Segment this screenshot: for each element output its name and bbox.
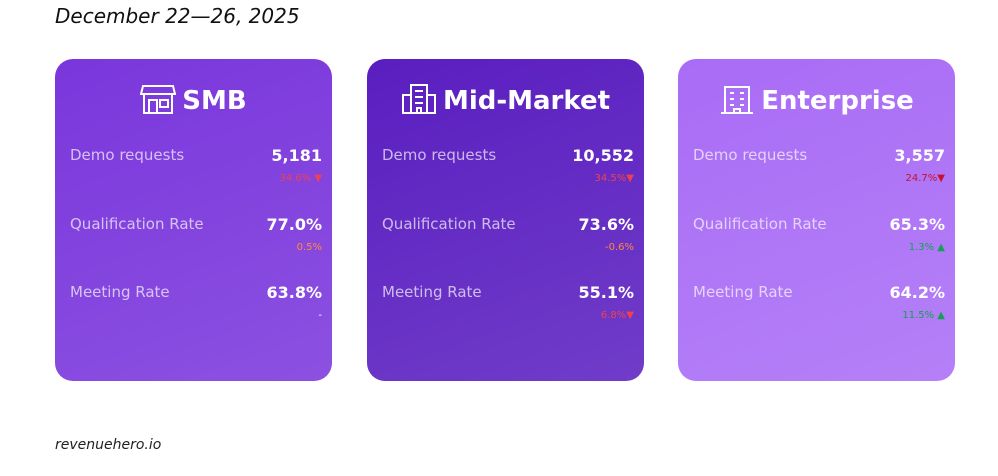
metric-change: 11.5% ▲ <box>902 310 945 321</box>
store-icon <box>140 85 177 114</box>
metric-change: -0.6% <box>604 241 634 253</box>
footer: revenuehero.io <box>55 437 162 453</box>
enterprise-icon <box>721 86 754 114</box>
card-heading: Enterprise <box>678 83 955 116</box>
card-heading: SMB <box>55 83 332 116</box>
metric-value: 5,181 <box>271 146 322 165</box>
metric-change: 6.8%▼ <box>600 310 634 321</box>
date-title: December 22—26, 2025 <box>55 4 300 28</box>
metric-label: Qualification Rate <box>70 214 204 233</box>
metric-label: Demo requests <box>70 146 185 164</box>
metric-change: 0.5% <box>296 241 322 253</box>
card-title: Enterprise <box>761 86 914 116</box>
metric-label: Meeting Rate <box>693 283 793 301</box>
metric-change: 24.7%▼ <box>905 173 945 184</box>
metric-value: 73.6% <box>578 214 634 234</box>
metric-value: 65.3% <box>889 214 945 234</box>
segment-card: Mid-Market Demo requests 10,552 34.5%▼ Qual… <box>367 59 644 381</box>
metric-value: 77.0% <box>266 214 322 234</box>
metric-change: 34.5%▼ <box>594 173 634 184</box>
metric-change: 34.6% ▼ <box>279 173 322 184</box>
segment-card: SMB Demo requests 5,181 34.6% ▼ Qualificati… <box>55 59 332 381</box>
metric-value: 63.8% <box>266 283 322 302</box>
metric-label: Meeting Rate <box>382 283 482 301</box>
metric-value: 3,557 <box>894 146 945 165</box>
card-title: SMB <box>182 86 247 116</box>
card-heading: Mid-Market <box>367 83 644 116</box>
metric-label: Demo requests <box>693 146 808 164</box>
metric-value: 64.2% <box>889 283 945 302</box>
card-title: Mid-Market <box>442 86 611 116</box>
building-icon <box>401 84 436 114</box>
metric-label: Meeting Rate <box>70 283 170 301</box>
segment-card: Enterprise Demo requests 3,557 24.7%▼ Quali… <box>678 59 955 381</box>
metric-value: 10,552 <box>572 146 634 165</box>
metric-value: 55.1% <box>578 283 634 302</box>
metric-label: Qualification Rate <box>693 214 827 233</box>
metric-change: - <box>318 310 322 321</box>
metric-label: Qualification Rate <box>382 214 516 233</box>
metric-change: 1.3% ▲ <box>908 241 945 253</box>
metric-label: Demo requests <box>382 146 497 164</box>
